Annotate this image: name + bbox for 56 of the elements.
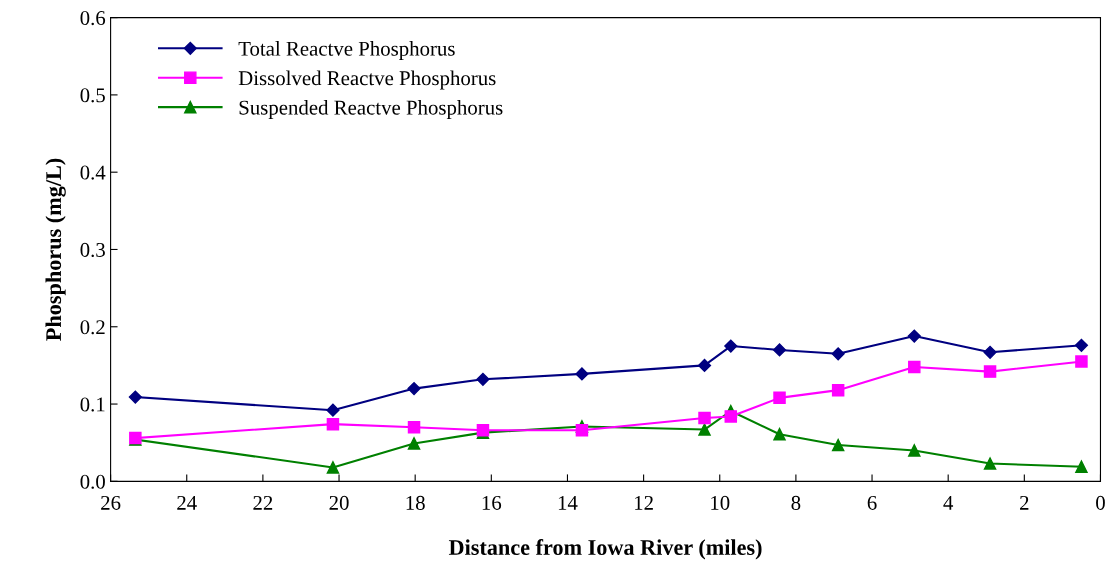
- legend-label: Total Reactve Phosphorus: [238, 41, 455, 61]
- point: [831, 347, 845, 361]
- point: [908, 360, 921, 374]
- point: [698, 423, 711, 436]
- y-tick-label: 0.2: [80, 320, 105, 335]
- x-tick-label: 0: [1096, 495, 1105, 510]
- x-tick-label: 14: [558, 495, 578, 510]
- point: [983, 457, 997, 470]
- y-tick-label: 0.1: [80, 397, 105, 412]
- point: [326, 403, 340, 417]
- point: [724, 410, 738, 423]
- y-tick-label: 0.0: [80, 474, 105, 489]
- point: [773, 391, 786, 405]
- point: [575, 424, 589, 437]
- point: [983, 365, 997, 378]
- x-axis-title: Distance from Iowa River (miles): [448, 539, 762, 560]
- point: [1074, 338, 1089, 352]
- point: [697, 358, 712, 372]
- point: [326, 461, 340, 474]
- point: [128, 390, 142, 404]
- x-tick-label: 16: [482, 495, 502, 510]
- point: [724, 339, 738, 353]
- x-tick-label: 10: [711, 495, 730, 510]
- point: [983, 345, 997, 359]
- x-tick-label: 18: [406, 495, 425, 510]
- y-tick-label: 0.5: [80, 88, 105, 103]
- legend-label: Dissolved Reactve Phosphorus: [238, 70, 496, 90]
- point: [407, 420, 421, 434]
- point: [575, 367, 589, 381]
- point: [407, 382, 421, 396]
- point: [698, 411, 711, 425]
- point: [407, 437, 421, 450]
- legend-label: Suspended Reactve Phosphorus: [239, 100, 503, 119]
- point: [326, 417, 340, 431]
- x-tick-label: 8: [791, 495, 801, 510]
- point: [773, 427, 786, 441]
- point: [908, 444, 921, 457]
- point: [907, 329, 921, 343]
- x-tick-label: 6: [867, 495, 877, 510]
- x-tick-label: 12: [635, 495, 653, 510]
- point: [831, 438, 845, 452]
- point: [1075, 355, 1088, 368]
- x-tick-label: 4: [943, 495, 954, 510]
- y-tick-label: 0.4: [80, 165, 106, 180]
- point: [476, 372, 490, 386]
- point: [831, 383, 845, 397]
- point: [1075, 460, 1088, 473]
- x-tick-label: 20: [329, 495, 349, 510]
- y-axis-title: Phosphorus (mg/L): [45, 158, 66, 341]
- x-tick-label: 24: [177, 495, 197, 510]
- x-tick-label: 26: [101, 495, 121, 510]
- y-tick-label: 0.3: [80, 242, 105, 257]
- x-tick-label: 2: [1020, 495, 1029, 510]
- y-tick-label: 0.6: [80, 10, 106, 26]
- x-tick-label: 22: [253, 495, 273, 510]
- point: [772, 343, 787, 357]
